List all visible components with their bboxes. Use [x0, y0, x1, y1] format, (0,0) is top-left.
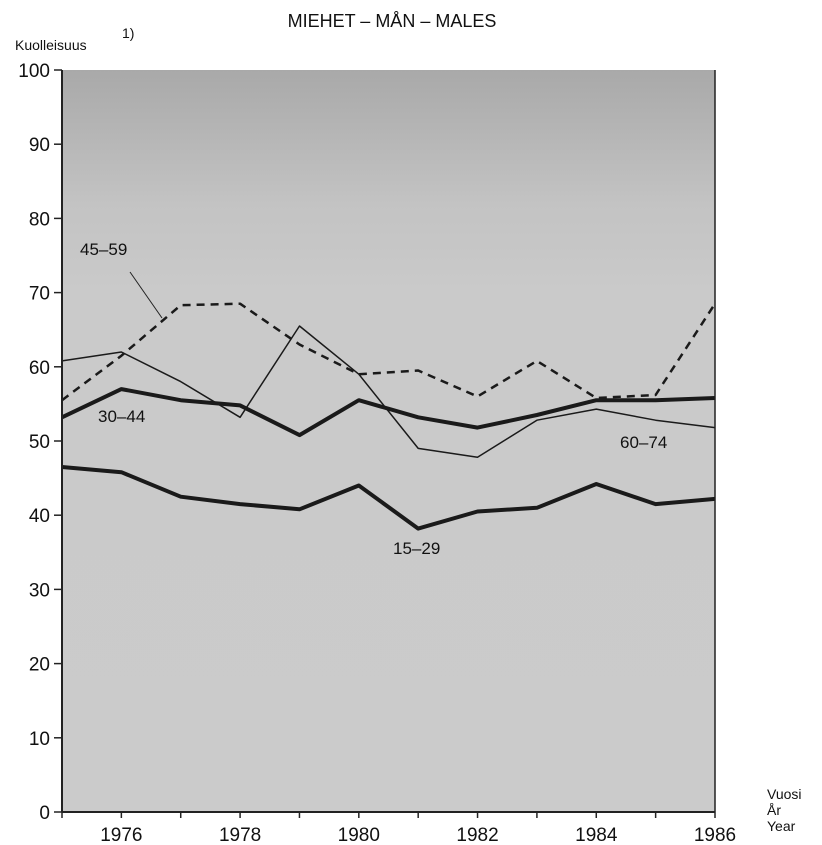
x-tick-label: 1982: [456, 825, 498, 845]
series-line-45–59: [61, 325, 716, 459]
y-tick-label: 70: [29, 284, 50, 305]
y-tick-label: 90: [29, 135, 50, 156]
series-line-15–29: [61, 465, 716, 531]
x-tick-label: 1978: [219, 825, 261, 845]
series-label-leader: [129, 271, 163, 319]
series-label: 45–59: [80, 240, 127, 259]
y-axis-label-superscript: 1): [122, 25, 134, 41]
series-line-60–74: [61, 302, 717, 402]
y-tick-label: 10: [29, 729, 50, 750]
x-tick-label: 1984: [575, 825, 618, 845]
series-label: 30–44: [98, 407, 145, 426]
x-tick-label: 1976: [100, 825, 142, 845]
chart-title: MIEHET – MÅN – MALES: [288, 11, 497, 31]
y-axis-label: Kuolleisuus: [15, 37, 87, 53]
y-tick-label: 60: [29, 358, 50, 379]
x-axis-label-vuosi: Vuosi: [767, 786, 802, 802]
series-label: 15–29: [393, 539, 440, 558]
y-tick-label: 30: [29, 580, 50, 601]
y-tick-label: 50: [29, 432, 50, 453]
y-tick-label: 80: [29, 209, 50, 230]
y-tick-label: 100: [18, 61, 50, 82]
series-line-30–44: [61, 387, 716, 438]
x-tick-label: 1986: [694, 825, 736, 845]
x-tick-label: 1980: [338, 825, 380, 845]
series-label: 60–74: [620, 433, 667, 452]
y-tick-label: 40: [29, 506, 50, 527]
y-tick-label: 0: [39, 803, 50, 824]
plot-area: [62, 70, 715, 812]
x-axis-label-ar: År: [767, 802, 781, 818]
x-axis-label-year: Year: [767, 818, 796, 834]
y-tick-label: 20: [29, 655, 50, 676]
